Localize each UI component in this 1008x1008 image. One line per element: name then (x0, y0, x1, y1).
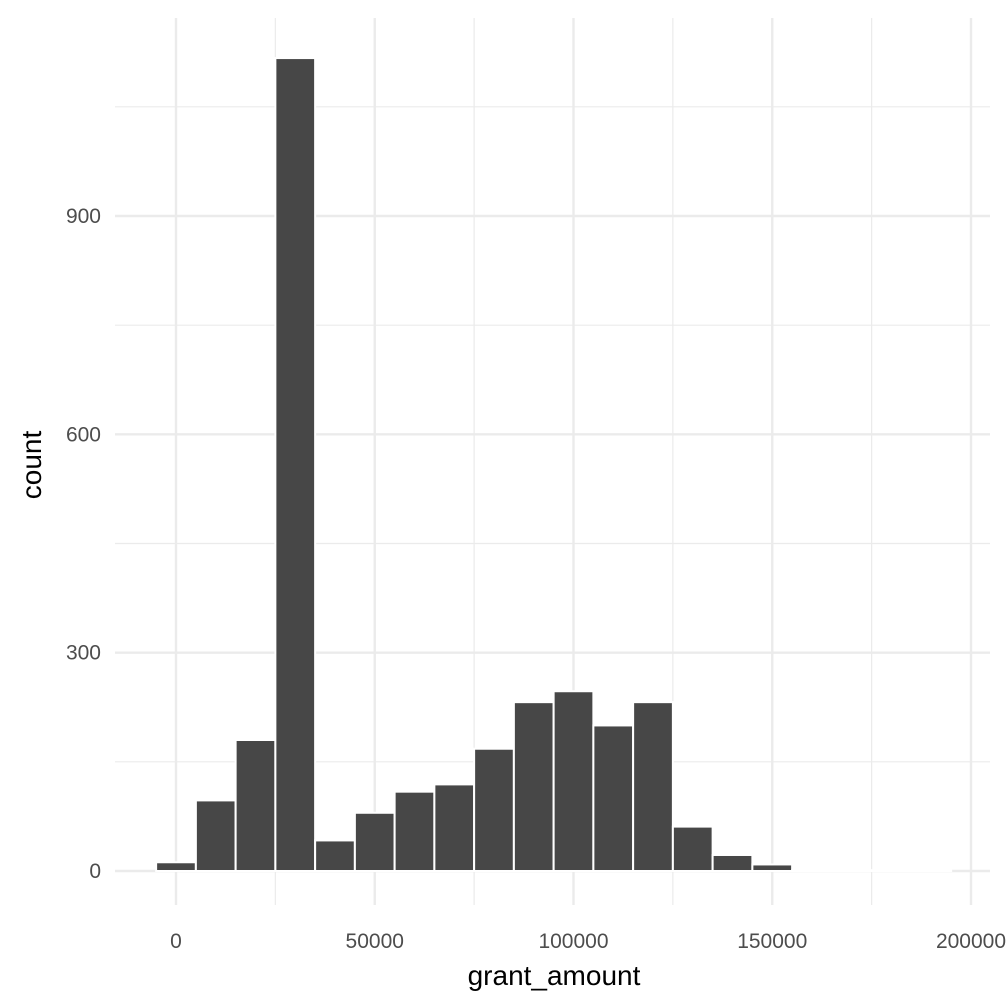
histogram-bar (433, 783, 476, 873)
histogram-bar (552, 690, 595, 872)
histogram-bar (512, 701, 555, 873)
y-axis-tick-labels: 0 300 600 900 (66, 205, 101, 883)
histogram-bar (592, 724, 635, 873)
y-tick-label: 900 (66, 205, 101, 228)
histogram-bar (711, 853, 754, 873)
histogram-bar (632, 701, 674, 873)
histogram-bar (353, 811, 396, 872)
histogram-bar (910, 869, 953, 872)
histogram-bar (671, 825, 714, 872)
y-tick-label: 300 (66, 642, 101, 665)
histogram-bar (155, 861, 197, 872)
x-tick-label: 100000 (538, 930, 608, 953)
histogram-bar (314, 839, 356, 873)
histogram-bar (830, 869, 873, 872)
x-axis-title: grant_amount (468, 960, 641, 991)
x-tick-label: 200000 (936, 930, 1006, 953)
y-tick-label: 0 (89, 860, 101, 883)
histogram-bar (751, 863, 794, 873)
histogram-bar (791, 869, 833, 872)
histogram-bar (234, 739, 277, 872)
histogram-bar (870, 869, 913, 872)
x-tick-label: 50000 (346, 930, 404, 953)
histogram-bar (194, 799, 237, 873)
histogram-bar (274, 57, 317, 873)
y-tick-label: 600 (66, 423, 101, 446)
histogram-bars (155, 57, 953, 873)
x-tick-label: 150000 (737, 930, 807, 953)
histogram-bar (393, 790, 436, 873)
x-axis-tick-labels: 0 50000 100000 150000 200000 (170, 930, 1006, 953)
histogram-bar (473, 747, 515, 873)
y-axis-title: count (16, 431, 47, 500)
x-tick-label: 0 (170, 930, 182, 953)
